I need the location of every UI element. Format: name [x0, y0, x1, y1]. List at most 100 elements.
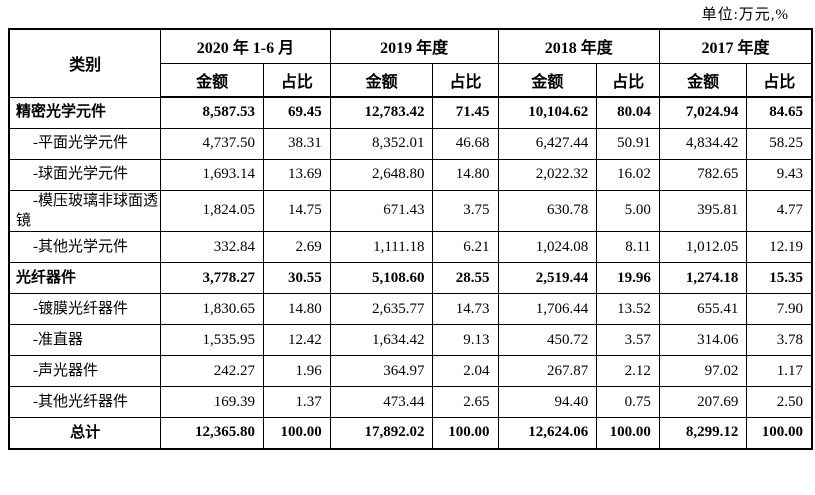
ratio-cell: 100.00	[263, 417, 331, 450]
revenue-breakdown-table: 类别 2020 年 1-6 月 2019 年度 2018 年度 2017 年度 金额占…	[8, 28, 813, 450]
row-label: -球面光学元件	[8, 158, 162, 191]
row-label: -声光器件	[8, 355, 162, 387]
table-row: -其他光纤器件 169.39 1.37 473.44 2.65 94.40 0.75 207.…	[8, 386, 813, 418]
ratio-cell: 2.12	[596, 355, 660, 387]
amount-column-header: 金额	[329, 62, 434, 98]
row-label: 精密光学元件	[8, 96, 162, 129]
period-header: 2018 年度	[497, 28, 660, 64]
amount-cell: 2,635.77	[329, 293, 434, 325]
ratio-cell: 6.21	[432, 231, 499, 263]
ratio-cell: 3.75	[432, 189, 499, 232]
ratio-cell: 13.69	[263, 158, 331, 191]
amount-cell: 10,104.62	[497, 96, 598, 129]
amount-cell: 4,834.42	[658, 127, 748, 160]
row-label: -镀膜光纤器件	[8, 293, 162, 325]
amount-cell: 473.44	[329, 386, 434, 418]
amount-cell: 8,299.12	[658, 417, 748, 450]
ratio-cell: 71.45	[432, 96, 499, 129]
row-label: -准直器	[8, 324, 162, 356]
ratio-cell: 14.80	[432, 158, 499, 191]
amount-cell: 1,274.18	[658, 262, 748, 294]
amount-cell: 1,824.05	[160, 189, 265, 232]
amount-cell: 314.06	[658, 324, 748, 356]
row-label: -其他光学元件	[8, 231, 162, 263]
ratio-cell: 9.43	[746, 158, 813, 191]
amount-cell: 17,892.02	[329, 417, 434, 450]
amount-cell: 6,427.44	[497, 127, 598, 160]
ratio-cell: 50.91	[596, 127, 660, 160]
amount-cell: 7,024.94	[658, 96, 748, 129]
ratio-cell: 0.75	[596, 386, 660, 418]
ratio-column-header: 占比	[432, 62, 499, 98]
ratio-cell: 28.55	[432, 262, 499, 294]
unit-note: 单位:万元,%	[701, 7, 789, 23]
row-label: -其他光纤器件	[8, 386, 162, 418]
ratio-cell: 2.65	[432, 386, 499, 418]
amount-cell: 169.39	[160, 386, 265, 418]
amount-cell: 395.81	[658, 189, 748, 232]
amount-cell: 1,012.05	[658, 231, 748, 263]
ratio-cell: 30.55	[263, 262, 331, 294]
amount-cell: 2,519.44	[497, 262, 598, 294]
amount-column-header: 金额	[160, 62, 265, 98]
amount-cell: 1,693.14	[160, 158, 265, 191]
ratio-cell: 58.25	[746, 127, 813, 160]
ratio-cell: 1.37	[263, 386, 331, 418]
amount-cell: 671.43	[329, 189, 434, 232]
ratio-cell: 7.90	[746, 293, 813, 325]
period-header: 2019 年度	[329, 28, 499, 64]
period-header: 2017 年度	[658, 28, 813, 64]
table-row: -模压玻璃非球面透镜 1,824.05 14.75 671.43 3.75 630.78 5…	[8, 189, 813, 232]
ratio-cell: 8.11	[596, 231, 660, 263]
amount-cell: 1,706.44	[497, 293, 598, 325]
table-header: 类别 2020 年 1-6 月 2019 年度 2018 年度 2017 年度 金额占…	[8, 28, 813, 98]
amount-cell: 1,634.42	[329, 324, 434, 356]
ratio-cell: 19.96	[596, 262, 660, 294]
ratio-cell: 4.77	[746, 189, 813, 232]
ratio-cell: 100.00	[746, 417, 813, 450]
amount-cell: 5,108.60	[329, 262, 434, 294]
amount-cell: 655.41	[658, 293, 748, 325]
amount-cell: 94.40	[497, 386, 598, 418]
category-column-header: 类别	[8, 28, 162, 98]
table-row: 光纤器件 3,778.27 30.55 5,108.60 28.55 2,519.44 19…	[8, 262, 813, 294]
amount-cell: 12,365.80	[160, 417, 265, 450]
amount-cell: 2,022.32	[497, 158, 598, 191]
row-label: 总计	[8, 417, 162, 450]
ratio-column-header: 占比	[746, 62, 813, 98]
header-period-row: 类别 2020 年 1-6 月 2019 年度 2018 年度 2017 年度	[8, 28, 813, 98]
ratio-cell: 80.04	[596, 96, 660, 129]
ratio-column-header: 占比	[263, 62, 331, 98]
amount-cell: 8,587.53	[160, 96, 265, 129]
amount-cell: 1,830.65	[160, 293, 265, 325]
table-row: 总计 12,365.80 100.00 17,892.02 100.00 12,624.0…	[8, 417, 813, 450]
ratio-cell: 14.73	[432, 293, 499, 325]
ratio-cell: 3.78	[746, 324, 813, 356]
ratio-cell: 2.50	[746, 386, 813, 418]
amount-column-header: 金额	[497, 62, 598, 98]
table-body: 精密光学元件 8,587.53 69.45 12,783.42 71.45 10,104.…	[8, 96, 813, 450]
amount-cell: 332.84	[160, 231, 265, 263]
ratio-cell: 14.80	[263, 293, 331, 325]
amount-cell: 3,778.27	[160, 262, 265, 294]
amount-cell: 1,535.95	[160, 324, 265, 356]
ratio-cell: 5.00	[596, 189, 660, 232]
row-label: -模压玻璃非球面透镜	[8, 189, 162, 232]
table-row: -镀膜光纤器件 1,830.65 14.80 2,635.77 14.73 1,706.4…	[8, 293, 813, 325]
ratio-cell: 14.75	[263, 189, 331, 232]
amount-cell: 364.97	[329, 355, 434, 387]
amount-cell: 8,352.01	[329, 127, 434, 160]
header-metric-row: 金额 占比 金额 占比 金额 占比 金额 占比	[9, 62, 813, 98]
row-label: -平面光学元件	[8, 127, 162, 160]
ratio-cell: 16.02	[596, 158, 660, 191]
ratio-cell: 2.69	[263, 231, 331, 263]
amount-cell: 1,024.08	[497, 231, 598, 263]
amount-cell: 267.87	[497, 355, 598, 387]
period-header: 2020 年 1-6 月	[160, 28, 331, 64]
table-row: -准直器 1,535.95 12.42 1,634.42 9.13 450.72 3.57 3…	[8, 324, 813, 356]
ratio-cell: 9.13	[432, 324, 499, 356]
ratio-cell: 1.17	[746, 355, 813, 387]
amount-cell: 782.65	[658, 158, 748, 191]
amount-cell: 12,783.42	[329, 96, 434, 129]
